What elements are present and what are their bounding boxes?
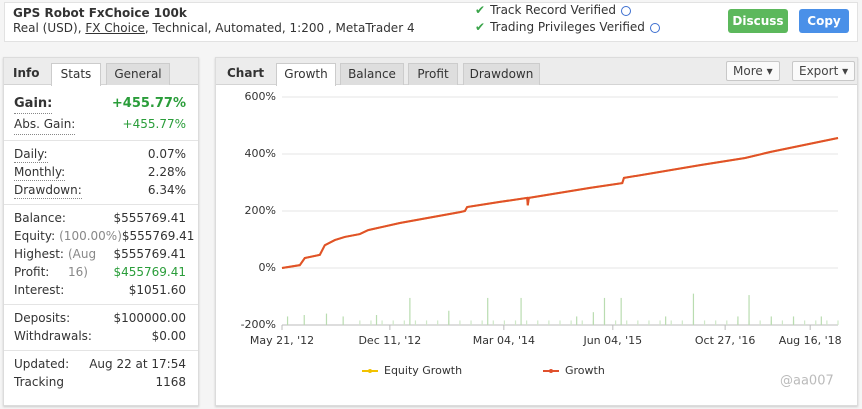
stats-value: $100000.00	[113, 311, 186, 325]
stats-row: Profit: $455769.41	[4, 263, 198, 281]
stats-row: Deposits: $100000.00	[4, 309, 198, 327]
stats-row: Monthly: 2.28%	[4, 163, 198, 181]
spacer	[70, 309, 113, 327]
stats-group: Balance: $555769.41 Equity: (100.00%) $55576…	[4, 205, 198, 305]
stats-row: Balance: $555769.41	[4, 209, 198, 227]
stats-value: 6.34%	[147, 183, 186, 197]
stats-label: Balance:	[14, 211, 66, 225]
stats-note: (Aug 16)	[67, 247, 97, 279]
stats-note: (100.00%)	[59, 229, 122, 243]
spacer	[65, 163, 148, 181]
stats-label: Withdrawals:	[14, 329, 92, 343]
stats-value: 1168	[155, 375, 186, 389]
verified-item: ✔ Track Record Verified	[475, 3, 632, 17]
stats-value: $555769.41	[121, 229, 195, 243]
discuss-button[interactable]: Discuss	[728, 9, 788, 33]
stats-value: $0.00	[151, 329, 186, 343]
profit-tab[interactable]: Profit	[408, 63, 458, 85]
stats-label: Abs. Gain:	[14, 114, 76, 135]
spacer	[64, 281, 128, 299]
subtitle: Real (USD), FX Choice, Technical, Automa…	[13, 21, 415, 35]
stats-value: +455.77%	[122, 117, 186, 131]
general-tab[interactable]: General	[106, 63, 170, 85]
verified-item: ✔ Trading Privileges Verified	[475, 20, 660, 34]
more-text: More	[733, 64, 763, 78]
export-button[interactable]: Export ▾	[792, 61, 856, 81]
stats-value: Aug 22 at 17:54	[89, 357, 186, 371]
broker-link[interactable]: FX Choice	[85, 21, 145, 35]
stats-label: Deposits:	[14, 311, 71, 325]
drawdown-tab[interactable]: Drawdown	[463, 63, 540, 85]
stats-row: Highest: (Aug 16) $555769.41	[4, 245, 198, 279]
stats-label: Monthly:	[14, 165, 66, 181]
system-title: GPS Robot FxChoice 100k	[13, 6, 187, 20]
stats-value: $555769.41	[113, 211, 186, 225]
chart-panel: Chart Growth Balance Profit Drawdown Mor…	[215, 57, 858, 406]
info-panel: Info Stats General Gain: +455.77% Abs. Gai…	[3, 57, 199, 406]
growth-tab[interactable]: Growth	[276, 63, 336, 86]
spacer	[52, 93, 112, 114]
spacer	[75, 114, 122, 135]
stats-row: Interest: $1051.60	[4, 281, 198, 299]
header: GPS Robot FxChoice 100k Real (USD), FX C…	[4, 2, 858, 42]
spacer	[66, 209, 114, 227]
stats-list: Gain: +455.77% Abs. Gain: +455.77% Daily: 0.0…	[4, 89, 198, 396]
stats-label: Equity:	[14, 229, 56, 243]
spacer	[69, 355, 89, 373]
stats-group: Gain: +455.77% Abs. Gain: +455.77%	[4, 89, 198, 141]
subtitle-end: , Technical, Automated, 1:200 , MetaTrad…	[144, 21, 415, 35]
spacer	[49, 263, 113, 281]
stats-group: Daily: 0.07% Monthly: 2.28% Drawdown: 6.34%	[4, 141, 198, 205]
help-icon[interactable]	[621, 5, 632, 16]
spacer	[48, 145, 148, 163]
stats-value: $555769.41	[113, 247, 186, 261]
export-text: Export	[799, 64, 839, 78]
stats-label: Profit:	[14, 265, 50, 279]
stats-row: Withdrawals: $0.00	[4, 327, 198, 345]
stats-row: Updated: Aug 22 at 17:54	[4, 355, 198, 373]
verified-text: Trading Privileges Verified	[490, 20, 645, 34]
stats-label: Updated:	[14, 357, 70, 371]
stats-row: Abs. Gain: +455.77%	[4, 114, 198, 135]
info-tabs: Info Stats General	[4, 58, 198, 86]
stats-value: +455.77%	[111, 96, 186, 111]
stats-row: Tracking 1168	[4, 373, 198, 391]
info-label: Info	[13, 66, 40, 80]
stats-group: Updated: Aug 22 at 17:54 Tracking 1168	[4, 351, 198, 396]
more-button[interactable]: More ▾	[726, 61, 780, 81]
spacer	[82, 181, 148, 199]
stats-label: Drawdown:	[14, 183, 82, 199]
stats-label: Gain:	[14, 93, 53, 114]
stats-row: Gain: +455.77%	[4, 93, 198, 114]
chart-label: Chart	[227, 66, 265, 80]
chart-tabs: Chart Growth Balance Profit Drawdown Mor…	[216, 58, 857, 86]
stats-row: Daily: 0.07%	[4, 145, 198, 163]
copy-button[interactable]: Copy	[799, 9, 849, 33]
subtitle-start: Real (USD),	[13, 21, 82, 35]
stats-row: Drawdown: 6.34%	[4, 181, 198, 199]
help-icon[interactable]	[649, 22, 660, 33]
spacer	[92, 327, 152, 345]
stats-tab[interactable]: Stats	[51, 63, 101, 86]
verified-text: Track Record Verified	[490, 3, 617, 17]
stats-label: Tracking	[14, 375, 64, 389]
stats-row: Equity: (100.00%) $555769.41	[4, 227, 198, 245]
stats-value: 2.28%	[147, 165, 186, 179]
stats-label: Daily:	[14, 147, 48, 163]
stats-group: Deposits: $100000.00 Withdrawals: $0.00	[4, 305, 198, 351]
spacer	[64, 373, 155, 391]
stats-value: $1051.60	[128, 283, 186, 297]
stats-label: Highest:	[14, 247, 64, 261]
stats-value: 0.07%	[147, 147, 186, 161]
stats-value: $455769.41	[113, 265, 186, 279]
balance-tab[interactable]: Balance	[340, 63, 404, 85]
stats-label: Interest:	[14, 283, 65, 297]
